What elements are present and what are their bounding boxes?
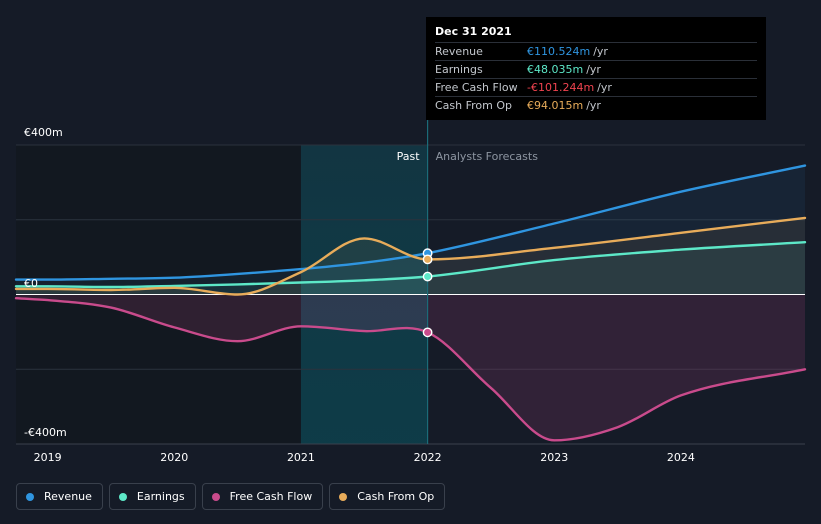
tooltip-value: €110.524m — [527, 45, 591, 58]
legend-cash-from-op[interactable]: Cash From Op — [329, 483, 446, 510]
tooltip-row: Revenue €110.524m/yr — [435, 42, 757, 60]
tooltip: Dec 31 2021 Revenue €110.524m/yr Earnings €… — [426, 17, 766, 120]
legend: Revenue Earnings Free Cash Flow Cash From O… — [16, 483, 446, 510]
tooltip-value: €94.015m — [527, 99, 584, 112]
tooltip-label: Revenue — [435, 45, 483, 58]
legend-dot-icon — [26, 492, 34, 501]
tooltip-unit: /yr — [593, 45, 608, 58]
y-tick-label: -€400m — [24, 426, 67, 439]
legend-dot-icon — [211, 492, 220, 501]
tooltip-value: -€101.244m — [527, 81, 595, 94]
earnings-line[interactable] — [14, 241, 807, 289]
revenue-line[interactable] — [14, 164, 807, 281]
x-tick-label: 2020 — [160, 451, 188, 464]
tooltip-row: Cash From Op €94.015m/yr — [435, 96, 757, 114]
cash-from-op-marker[interactable] — [422, 254, 433, 265]
legend-dot-icon — [339, 492, 348, 501]
legend-revenue[interactable]: Revenue — [16, 483, 103, 510]
earnings-marker[interactable] — [422, 271, 433, 282]
legend-label: Free Cash Flow — [229, 490, 313, 503]
free-cash-flow-area — [16, 294, 805, 441]
tooltip-unit: /yr — [586, 63, 601, 76]
tooltip-date: Dec 31 2021 — [435, 25, 512, 38]
tooltip-value: €48.035m — [527, 63, 584, 76]
x-tick-label: 2021 — [287, 451, 315, 464]
legend-label: Cash From Op — [357, 490, 435, 503]
legend-free-cash-flow[interactable]: Free Cash Flow — [201, 483, 324, 510]
x-tick-label: 2019 — [34, 451, 62, 464]
legend-dot-icon — [118, 492, 127, 501]
legend-earnings[interactable]: Earnings — [108, 483, 196, 510]
free-cash-flow-line[interactable] — [14, 297, 807, 442]
tooltip-label: Earnings — [435, 63, 483, 76]
tooltip-row: Earnings €48.035m/yr — [435, 60, 757, 78]
tooltip-label: Cash From Op — [435, 99, 513, 112]
tooltip-unit: /yr — [597, 81, 612, 94]
forecast-label: Analysts Forecasts — [436, 150, 539, 163]
tooltip-unit: /yr — [586, 99, 601, 112]
y-tick-label: €400m — [24, 126, 63, 139]
tooltip-row: Free Cash Flow -€101.244m/yr — [435, 78, 757, 96]
legend-label: Revenue — [44, 490, 92, 503]
x-tick-label: 2022 — [414, 451, 442, 464]
tooltip-label: Free Cash Flow — [435, 81, 518, 94]
cash-from-op-line[interactable] — [14, 216, 807, 296]
y-tick-label: €0 — [24, 277, 38, 290]
free-cash-flow-marker[interactable] — [422, 327, 433, 338]
revenue-area — [16, 165, 805, 295]
x-tick-label: 2023 — [540, 451, 568, 464]
x-tick-label: 2024 — [667, 451, 695, 464]
legend-label: Earnings — [136, 490, 185, 503]
past-label: Past — [397, 150, 421, 163]
